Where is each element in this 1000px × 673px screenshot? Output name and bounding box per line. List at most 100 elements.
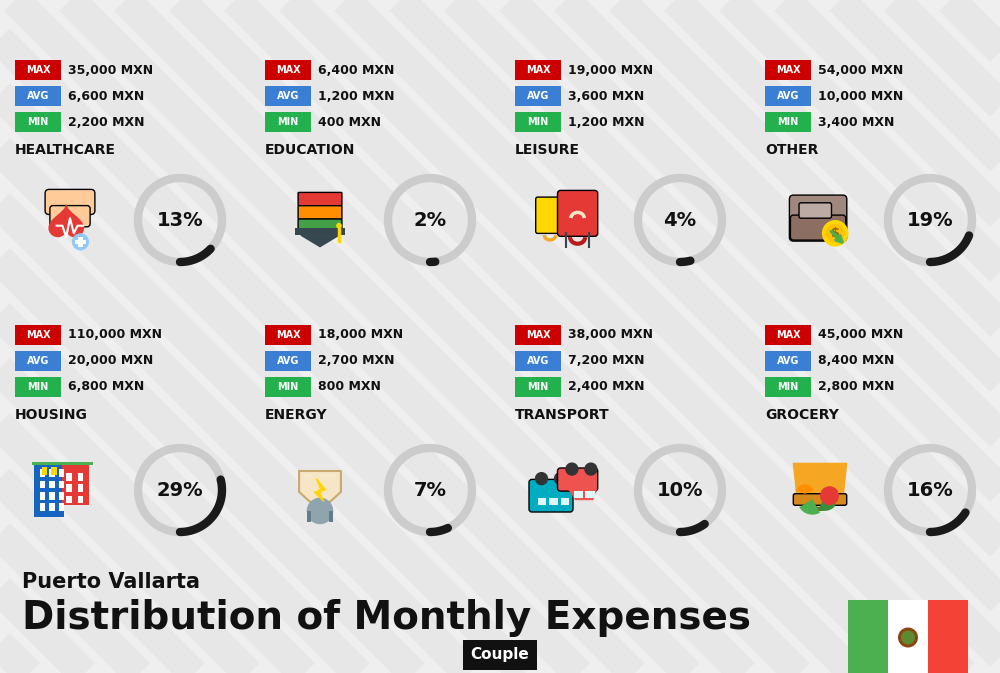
Text: ENERGY: ENERGY	[265, 408, 328, 422]
Bar	[549, 497, 558, 505]
Polygon shape	[568, 488, 597, 499]
FancyBboxPatch shape	[558, 468, 598, 491]
Text: AVG: AVG	[527, 91, 549, 101]
FancyBboxPatch shape	[793, 494, 847, 505]
FancyBboxPatch shape	[15, 112, 61, 132]
Circle shape	[565, 462, 579, 476]
Bar	[538, 497, 546, 505]
FancyBboxPatch shape	[789, 195, 847, 241]
Text: 6,400 MXN: 6,400 MXN	[318, 63, 394, 77]
Bar	[75, 239, 86, 245]
Text: OTHER: OTHER	[765, 143, 818, 157]
Bar	[59, 503, 64, 511]
Circle shape	[898, 627, 918, 647]
Bar	[78, 485, 83, 492]
FancyBboxPatch shape	[529, 479, 573, 512]
Polygon shape	[49, 206, 83, 236]
Text: AVG: AVG	[277, 91, 299, 101]
FancyBboxPatch shape	[45, 189, 95, 215]
Polygon shape	[299, 471, 341, 511]
Bar	[295, 227, 345, 235]
FancyBboxPatch shape	[298, 192, 342, 206]
Text: 7,200 MXN: 7,200 MXN	[568, 355, 644, 367]
Text: 13%: 13%	[157, 211, 203, 229]
Text: 16%: 16%	[907, 481, 953, 499]
Bar	[49, 492, 55, 499]
Polygon shape	[793, 464, 847, 499]
Bar	[560, 497, 569, 505]
FancyBboxPatch shape	[265, 351, 311, 371]
FancyBboxPatch shape	[15, 86, 61, 106]
Bar	[78, 473, 83, 481]
Bar	[59, 481, 64, 488]
Bar	[32, 462, 93, 465]
FancyBboxPatch shape	[265, 325, 311, 345]
Text: MIN: MIN	[777, 117, 799, 127]
FancyBboxPatch shape	[765, 86, 811, 106]
Bar	[66, 473, 72, 481]
Text: 38,000 MXN: 38,000 MXN	[568, 328, 653, 341]
FancyBboxPatch shape	[765, 377, 811, 397]
Bar	[574, 491, 583, 497]
Text: MAX: MAX	[526, 330, 550, 340]
Circle shape	[336, 223, 342, 229]
FancyBboxPatch shape	[765, 351, 811, 371]
Text: 3,600 MXN: 3,600 MXN	[568, 90, 644, 102]
Text: HOUSING: HOUSING	[15, 408, 88, 422]
Wedge shape	[799, 499, 820, 515]
Text: MIN: MIN	[527, 117, 549, 127]
Text: AVG: AVG	[777, 91, 799, 101]
Text: HEALTHCARE: HEALTHCARE	[15, 143, 116, 157]
FancyBboxPatch shape	[265, 112, 311, 132]
Text: TRANSPORT: TRANSPORT	[515, 408, 610, 422]
Bar	[49, 481, 55, 488]
Bar	[49, 503, 55, 511]
Text: MIN: MIN	[27, 382, 49, 392]
Bar	[585, 491, 595, 497]
Circle shape	[820, 486, 839, 505]
FancyBboxPatch shape	[558, 190, 598, 236]
FancyBboxPatch shape	[515, 351, 561, 371]
Circle shape	[72, 234, 89, 250]
Text: 20,000 MXN: 20,000 MXN	[68, 355, 153, 367]
Text: 6,600 MXN: 6,600 MXN	[68, 90, 144, 102]
Text: EDUCATION: EDUCATION	[265, 143, 355, 157]
FancyBboxPatch shape	[515, 112, 561, 132]
Bar	[78, 496, 83, 503]
Text: MAX: MAX	[776, 330, 800, 340]
Text: 1,200 MXN: 1,200 MXN	[568, 116, 644, 129]
Bar	[40, 492, 45, 499]
Text: MAX: MAX	[276, 330, 300, 340]
Text: Puerto Vallarta: Puerto Vallarta	[22, 572, 200, 592]
Bar	[307, 511, 311, 522]
Text: AVG: AVG	[27, 356, 49, 366]
FancyBboxPatch shape	[765, 112, 811, 132]
Text: 2,200 MXN: 2,200 MXN	[68, 116, 144, 129]
FancyBboxPatch shape	[50, 205, 90, 227]
Bar	[75, 240, 86, 244]
Text: 8,400 MXN: 8,400 MXN	[818, 355, 894, 367]
Circle shape	[826, 224, 845, 243]
Text: MAX: MAX	[526, 65, 550, 75]
Circle shape	[535, 472, 548, 485]
Text: 7%: 7%	[414, 481, 446, 499]
Text: 4%: 4%	[663, 211, 697, 229]
Bar	[49, 469, 55, 476]
Text: 2,800 MXN: 2,800 MXN	[818, 380, 894, 394]
FancyBboxPatch shape	[265, 377, 311, 397]
Text: AVG: AVG	[277, 356, 299, 366]
FancyBboxPatch shape	[536, 197, 564, 234]
Text: MIN: MIN	[277, 117, 299, 127]
Text: MAX: MAX	[776, 65, 800, 75]
Bar	[329, 511, 333, 522]
Wedge shape	[796, 485, 814, 494]
Text: MAX: MAX	[26, 65, 50, 75]
Text: 2,400 MXN: 2,400 MXN	[568, 380, 644, 394]
FancyBboxPatch shape	[790, 215, 846, 240]
Text: 18,000 MXN: 18,000 MXN	[318, 328, 403, 341]
Text: MIN: MIN	[27, 117, 49, 127]
Text: 3,400 MXN: 3,400 MXN	[818, 116, 894, 129]
Bar	[42, 467, 47, 474]
Text: 35,000 MXN: 35,000 MXN	[68, 63, 153, 77]
Text: 10%: 10%	[657, 481, 703, 499]
